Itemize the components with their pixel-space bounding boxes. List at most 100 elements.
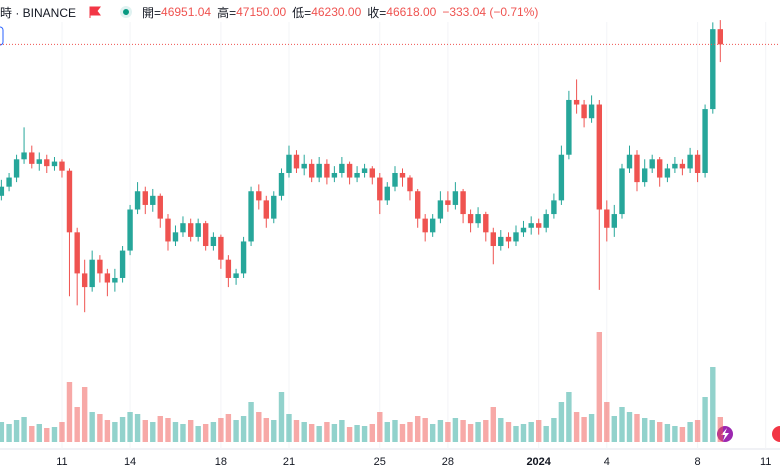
candle-body xyxy=(392,172,398,187)
candle-body xyxy=(339,163,345,173)
x-tick-label: 28 xyxy=(442,456,454,468)
icons xyxy=(717,426,780,442)
volume-bar xyxy=(573,412,580,442)
candle-body xyxy=(422,218,428,233)
candle-body xyxy=(543,214,549,228)
volume-bar xyxy=(551,418,557,442)
open-label: 開= xyxy=(142,5,162,20)
change-value: −333.04 (−0.71%) xyxy=(442,5,539,19)
open-value: 46951.04 xyxy=(161,5,212,19)
volume-bar xyxy=(520,424,527,442)
volume-bar xyxy=(202,424,209,442)
candle-body xyxy=(0,186,5,196)
volume-bar xyxy=(513,426,519,442)
volume-bar xyxy=(460,420,466,442)
volume-bar xyxy=(293,420,300,442)
candle-body xyxy=(513,232,519,242)
x-tick-label: 11 xyxy=(56,456,67,468)
status-icon[interactable] xyxy=(116,4,142,20)
candle-body xyxy=(634,154,640,183)
high-label: 高= xyxy=(217,5,237,20)
candle-body xyxy=(225,259,232,278)
candle-body xyxy=(165,218,171,242)
candle-body xyxy=(240,241,247,274)
volume-bar xyxy=(157,416,163,442)
volume-bar xyxy=(134,414,141,442)
flash-glyph xyxy=(721,428,729,441)
volume-bar xyxy=(642,418,648,442)
candle-body xyxy=(649,159,655,169)
volume-bar xyxy=(656,422,663,442)
candle-body xyxy=(13,159,20,178)
candle-body xyxy=(702,109,708,173)
candle-body xyxy=(263,200,269,219)
symbol: 時 · BINANCE xyxy=(0,5,77,20)
close-value: 46618.00 xyxy=(386,5,437,19)
volume-bar xyxy=(316,426,322,442)
candle-body xyxy=(664,168,671,178)
volume-bar xyxy=(498,418,504,442)
low-value: 46230.00 xyxy=(311,5,362,19)
volume-bar xyxy=(0,422,5,442)
volume-bar xyxy=(664,424,671,442)
volume-bar xyxy=(21,417,27,442)
volume-bar xyxy=(588,414,595,442)
candle-body xyxy=(483,214,489,233)
candle-body xyxy=(551,200,557,215)
candle-body xyxy=(687,154,693,169)
volume-bar xyxy=(710,367,716,442)
candle-body xyxy=(642,168,648,183)
candle-body xyxy=(399,172,406,178)
volume-bar xyxy=(429,424,436,442)
x-tick-label: 11 xyxy=(760,456,771,468)
candle-body xyxy=(619,168,625,215)
candle-body xyxy=(369,168,375,178)
volume-bar xyxy=(187,420,194,442)
volume-bar xyxy=(104,420,111,442)
candle-body xyxy=(134,191,141,210)
candle-body xyxy=(520,227,527,233)
candle-body xyxy=(377,177,383,201)
candle-body xyxy=(535,223,542,228)
candle-body xyxy=(218,236,224,260)
candle-body xyxy=(475,214,481,224)
volume-bar xyxy=(13,420,20,442)
event-icon[interactable] xyxy=(772,426,780,442)
candle-body xyxy=(573,99,580,105)
volume-bar xyxy=(195,426,201,442)
candle-body xyxy=(324,163,330,178)
volume-bar xyxy=(361,426,368,442)
volume-bar xyxy=(44,428,50,442)
volume-bar xyxy=(74,407,80,442)
volume-bar xyxy=(717,417,723,442)
candle-body xyxy=(286,154,292,173)
volume-bar xyxy=(97,414,103,442)
volume-bar xyxy=(354,425,360,442)
candle-body xyxy=(445,200,451,205)
volume-bar xyxy=(256,412,262,442)
close-label: 收= xyxy=(367,5,387,20)
candle-body xyxy=(558,154,565,201)
candle-body xyxy=(293,154,300,169)
candle-body xyxy=(172,232,179,242)
volume-bar xyxy=(6,424,12,442)
volume-bar xyxy=(475,422,481,442)
volume-bar xyxy=(445,422,451,442)
low-label: 低= xyxy=(292,5,312,20)
candle-body xyxy=(460,191,466,215)
candle-body xyxy=(346,163,353,178)
candle-body xyxy=(354,172,360,178)
volume-bar xyxy=(218,418,224,442)
candle-body xyxy=(89,259,95,288)
input-box[interactable] xyxy=(0,26,4,46)
volume-bar xyxy=(331,424,338,442)
candle-body xyxy=(407,177,413,192)
candle-body xyxy=(210,236,217,247)
candle-body xyxy=(29,152,35,164)
volume-bar xyxy=(535,420,542,442)
volume-bar xyxy=(127,412,133,442)
flag-icon[interactable] xyxy=(76,4,116,20)
volume-bar xyxy=(142,420,148,442)
